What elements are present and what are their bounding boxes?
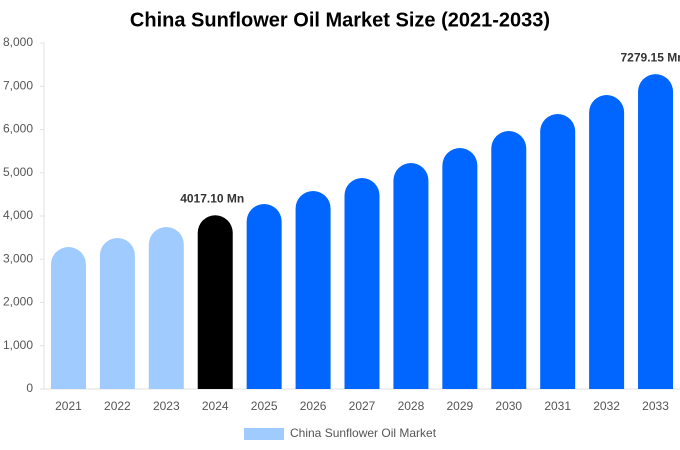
legend-swatch (244, 428, 284, 440)
x-tick-label: 2022 (104, 399, 131, 413)
x-tick-label: 2021 (55, 399, 82, 413)
bar (638, 74, 674, 390)
bar (442, 148, 478, 389)
chart-title: China Sunflower Oil Market Size (2021-20… (130, 9, 550, 31)
x-tick-label: 2024 (202, 399, 229, 413)
bar (197, 215, 233, 389)
x-tick-label: 2025 (251, 399, 278, 413)
bar (589, 94, 625, 389)
x-tick-label: 2029 (446, 399, 473, 413)
y-tick-label: 6,000 (3, 122, 33, 136)
x-tick-label: 2028 (398, 399, 425, 413)
bar (540, 114, 576, 390)
value-label: 7279.15 Mn (621, 50, 680, 64)
value-label: 4017.10 Mn (180, 191, 244, 205)
y-tick-label: 4,000 (3, 208, 33, 222)
x-tick-label: 2032 (593, 399, 620, 413)
y-tick-label: 8,000 (3, 35, 33, 49)
x-tick-label: 2023 (153, 399, 180, 413)
x-tick-label: 2027 (349, 399, 376, 413)
bar (295, 191, 331, 389)
bar (99, 238, 135, 389)
bar (50, 247, 86, 389)
x-tick-label: 2033 (642, 399, 669, 413)
bar (491, 131, 527, 390)
legend-label: China Sunflower Oil Market (290, 426, 437, 440)
bar (344, 177, 380, 389)
y-tick-label: 5,000 (3, 165, 33, 179)
bar (246, 204, 282, 389)
y-tick-label: 7,000 (3, 78, 33, 92)
y-tick-label: 0 (26, 381, 33, 395)
bar (393, 163, 429, 389)
y-tick-label: 2,000 (3, 295, 33, 309)
x-tick-label: 2031 (544, 399, 571, 413)
y-tick-label: 1,000 (3, 338, 33, 352)
bar (148, 226, 184, 389)
x-tick-label: 2030 (495, 399, 522, 413)
y-tick-label: 3,000 (3, 251, 33, 265)
x-tick-label: 2026 (300, 399, 327, 413)
